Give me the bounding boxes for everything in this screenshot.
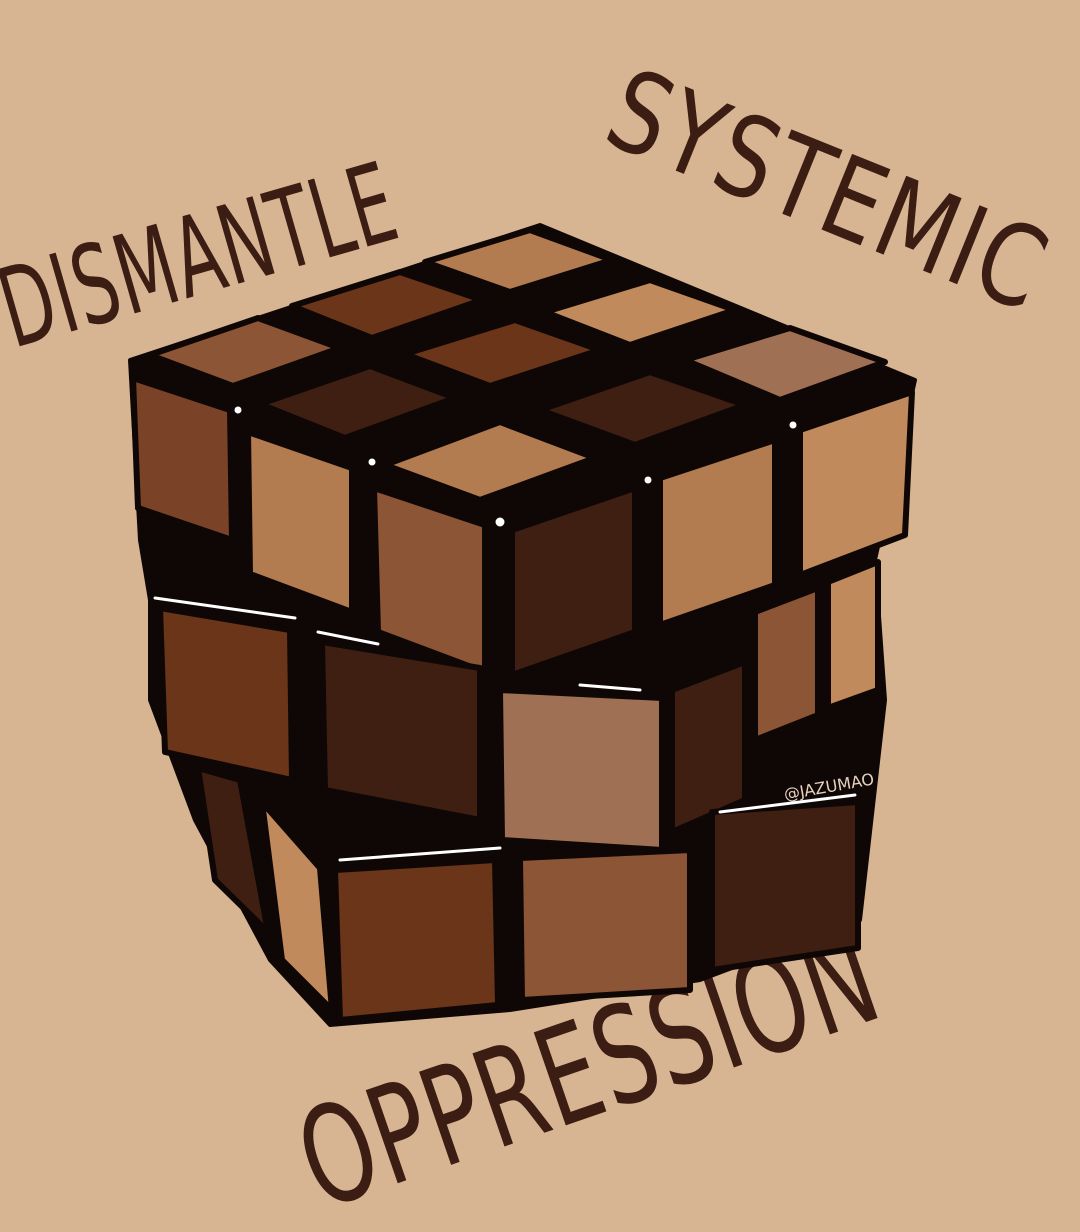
- highlights: [153, 406, 857, 862]
- top-face: [147, 227, 888, 503]
- front-left-top-row: [130, 375, 488, 675]
- bottom-layer: [195, 765, 861, 1023]
- middle-layer: [157, 559, 881, 853]
- rubiks-cube: [128, 223, 917, 1027]
- front-right-top-row: [509, 389, 915, 678]
